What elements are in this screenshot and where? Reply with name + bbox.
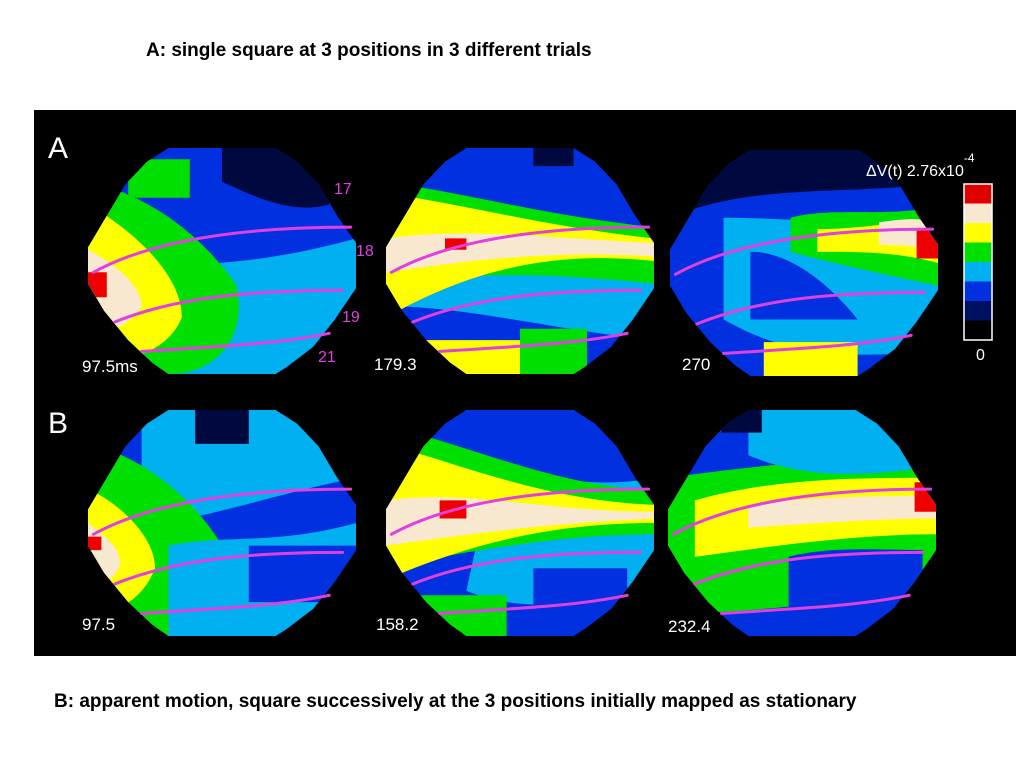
time-label-a3: 270 [682, 355, 710, 374]
activity-map-a2 [386, 148, 654, 374]
colorbar-segment-7 [964, 320, 992, 341]
colorbar-segment-2 [964, 223, 992, 243]
area-boundary-b3-2 [720, 593, 911, 615]
map-region-a2-5 [412, 340, 520, 374]
area-label-17: 17 [334, 181, 352, 198]
colorbar-segment-4 [964, 262, 992, 282]
map-region-a3-7 [916, 229, 938, 259]
activity-map-b3 [668, 410, 936, 636]
colorbar-min-label: 0 [976, 347, 985, 364]
map-region-b3-2 [748, 410, 936, 474]
time-label-a2: 179.3 [374, 355, 417, 374]
map-region-a2-6 [520, 328, 587, 374]
area-boundary-a1-0 [91, 225, 353, 274]
colorbar-segment-5 [964, 281, 992, 302]
panel-letter-a: A [48, 132, 68, 165]
area-boundary-a1-1 [113, 288, 345, 324]
map-region-a1-6 [88, 272, 107, 298]
contours-a2 [389, 225, 651, 353]
map-region-b2-6 [412, 595, 507, 636]
area-label-19: 19 [342, 309, 360, 326]
map-region-b3-5 [914, 482, 936, 512]
area-boundary-a1-2 [140, 331, 331, 353]
area-boundary-a3-0 [673, 227, 935, 276]
colorbar-label-exponent: -4 [964, 151, 975, 165]
activity-map-a3 [670, 150, 938, 376]
area-boundary-b1-1 [113, 550, 345, 586]
area-boundary-a2-1 [411, 288, 643, 324]
colorbar-segment-1 [964, 203, 992, 224]
area-boundary-b2-1 [411, 550, 643, 586]
time-label-b1: 97.5 [82, 615, 115, 634]
activity-map-figure: A B 17 18 19 21 97.5ms 179.3 270 97.5 15… [34, 110, 1016, 656]
area-label-18: 18 [356, 243, 374, 260]
map-region-a3-1 [670, 150, 938, 218]
map-region-a1-7 [128, 159, 190, 198]
colorbar-label-prefix: ΔV(t) 2.76x10 [866, 163, 964, 180]
area-boundary-b1-2 [140, 593, 331, 615]
map-region-b3-6 [788, 549, 923, 614]
contours-b2 [389, 487, 651, 615]
contours-b3 [671, 487, 933, 615]
map-region-a1-8 [248, 324, 308, 363]
colorbar-label: ΔV(t) 2.76x10-4 [866, 151, 975, 180]
contours-a3 [673, 227, 935, 355]
time-label-b3: 232.4 [668, 617, 711, 636]
activity-map-b1 [88, 410, 356, 636]
area-boundary-b2-0 [389, 487, 651, 536]
colorbar [963, 183, 993, 341]
map-region-b1-8 [248, 545, 356, 603]
colorbar-segment-3 [964, 242, 992, 263]
area-boundary-b1-0 [91, 487, 353, 536]
map-region-b2-7 [533, 568, 628, 625]
area-boundary-a2-0 [389, 225, 651, 274]
caption-b: B: apparent motion, square successively … [54, 691, 857, 712]
area-boundary-a3-1 [695, 290, 927, 326]
activity-map-b2 [386, 410, 654, 636]
caption-a: A: single square at 3 positions in 3 dif… [146, 40, 592, 61]
map-region-a2-7 [533, 148, 574, 167]
area-boundary-a2-2 [438, 331, 629, 353]
area-boundary-a3-2 [722, 333, 913, 355]
area-boundary-b3-0 [671, 487, 933, 536]
panel-letter-b: B [48, 407, 68, 440]
colorbar-segment-0 [964, 184, 992, 204]
contours-b1 [91, 487, 353, 615]
activity-map-svg: A B 17 18 19 21 97.5ms 179.3 270 97.5 15… [48, 132, 993, 636]
time-label-a1: 97.5ms [82, 357, 138, 376]
map-region-b3-4 [748, 495, 936, 528]
area-boundary-b2-2 [438, 593, 629, 615]
activity-map-a1 [88, 148, 356, 374]
time-label-b2: 158.2 [376, 615, 419, 634]
map-region-b3-7 [721, 410, 762, 433]
area-label-21: 21 [318, 349, 336, 366]
map-region-b1-2 [195, 410, 249, 444]
colorbar-segment-6 [964, 301, 992, 321]
area-boundary-b3-1 [693, 550, 925, 586]
contours-a1 [91, 225, 353, 353]
map-region-b1-6 [88, 536, 102, 551]
colorbar-frame [963, 183, 993, 341]
